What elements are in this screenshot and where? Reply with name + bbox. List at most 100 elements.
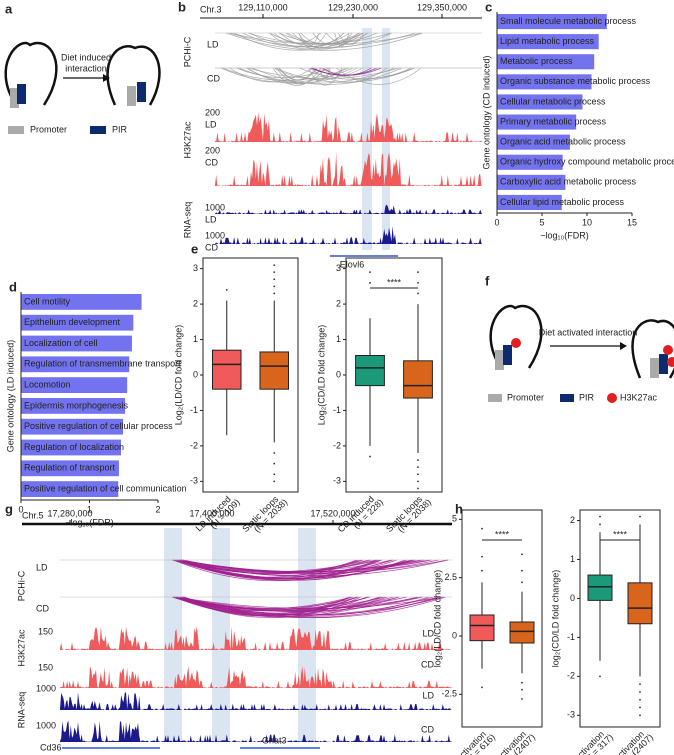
bar — [497, 54, 595, 70]
y-tick-label: 0 — [570, 593, 575, 603]
interaction-arc — [334, 32, 350, 47]
x-tick-label: 0 — [18, 504, 23, 514]
gene-label: Gnat3 — [262, 735, 287, 745]
outlier — [417, 292, 419, 295]
interaction-arc — [279, 67, 317, 81]
category-label: Localization of cell — [24, 338, 98, 348]
track-label: 200 — [205, 145, 220, 155]
signal-track — [215, 226, 482, 244]
category-label: Cellular lipid metabolic process — [500, 197, 625, 207]
category-label: Locomotion — [24, 379, 71, 389]
track-label: CD — [205, 242, 218, 252]
promoter — [10, 88, 19, 108]
track-group: PCHi-C — [16, 570, 26, 601]
interaction-arc — [292, 32, 359, 50]
outlier — [273, 292, 276, 295]
coordinate: 129,230,000 — [328, 2, 378, 12]
frame — [579, 509, 661, 728]
legend-swatch — [488, 394, 502, 402]
interaction-arc — [310, 67, 382, 76]
track-group: H3K27ac — [16, 629, 26, 667]
y-tick-label: 3 — [193, 263, 198, 273]
box — [355, 355, 385, 387]
signal-track — [60, 692, 452, 710]
category-label: Lipid metabolic process — [500, 36, 595, 46]
outlier — [481, 569, 483, 572]
pir — [137, 82, 146, 102]
annotation: **** — [613, 529, 628, 539]
category-label: Cellular metabolic process — [500, 96, 606, 106]
legend-label: Promoter — [507, 392, 544, 402]
interaction-arc — [337, 32, 364, 45]
box — [509, 621, 535, 644]
track-label: LD — [205, 214, 217, 224]
arrow-head — [620, 342, 627, 350]
y-tick-label: 1 — [193, 334, 198, 344]
coordinate: 17,520,000 — [310, 508, 355, 518]
coordinate: 17,400,000 — [189, 508, 234, 518]
bar — [497, 34, 599, 50]
annotation: **** — [495, 529, 510, 539]
outlier — [273, 264, 276, 266]
outlier — [273, 462, 276, 465]
category-label: Organic substance metabolic process — [500, 76, 651, 86]
loop — [4, 41, 58, 106]
outlier — [599, 515, 601, 518]
outlier — [521, 553, 523, 556]
legend-label: PIR — [112, 124, 128, 134]
interaction-arc — [183, 596, 446, 619]
y-tick-label: 1 — [336, 334, 341, 344]
signal-track — [60, 720, 452, 742]
gene-label: Cd36 — [40, 742, 62, 752]
interaction-arc — [181, 596, 360, 609]
loop — [631, 319, 674, 379]
promoter — [495, 350, 504, 370]
x-tick-label: 10 — [582, 217, 592, 227]
bar — [497, 74, 592, 90]
axis-title: Log₂(CD/LD fold change) — [316, 325, 326, 426]
outlier — [599, 523, 601, 526]
panel-label: b — [178, 0, 186, 14]
interaction-arc — [273, 32, 322, 44]
bar — [21, 398, 126, 414]
y-tick-label: 0 — [452, 630, 457, 640]
legend-swatch — [8, 126, 24, 134]
interaction-arc — [179, 559, 417, 573]
signal-track — [60, 666, 452, 688]
track-group: H3K27ac — [182, 121, 192, 159]
highlight — [164, 528, 182, 742]
interaction-arc — [252, 67, 403, 85]
outlier — [521, 581, 523, 584]
track-label: CD — [421, 724, 434, 734]
interaction-arc — [176, 559, 372, 575]
outlier — [639, 714, 641, 717]
panel-label: f — [485, 273, 490, 288]
category-label: Regulation of transport — [24, 463, 116, 473]
box — [627, 582, 653, 625]
y-tick-label: 2.5 — [444, 572, 457, 582]
interaction-arc — [279, 32, 363, 50]
y-tick-label: -3 — [190, 476, 198, 486]
category-label: Organic acid metabolic process — [500, 137, 626, 147]
panel-label: d — [9, 279, 17, 294]
outlier — [417, 281, 419, 284]
interaction-arc — [234, 32, 364, 51]
interaction-arc — [173, 559, 378, 582]
outlier — [639, 683, 641, 686]
outlier — [273, 473, 276, 476]
track-label: 1000 — [36, 683, 56, 693]
bar — [21, 418, 124, 435]
track-group: RNA-seq — [182, 202, 192, 239]
track-label: 150 — [38, 662, 53, 672]
label: Diet induced — [61, 52, 111, 62]
axis-title: log₂(CD/LD fold change) — [550, 570, 560, 668]
outlier — [417, 271, 419, 274]
panel-label: g — [5, 501, 13, 516]
track-label: LD — [422, 628, 434, 638]
interaction-arc — [176, 559, 380, 578]
label: interaction — [65, 63, 107, 73]
y-tick-label: 3 — [336, 263, 341, 273]
outlier — [417, 473, 419, 476]
outlier — [639, 706, 641, 709]
outlier — [417, 487, 419, 490]
